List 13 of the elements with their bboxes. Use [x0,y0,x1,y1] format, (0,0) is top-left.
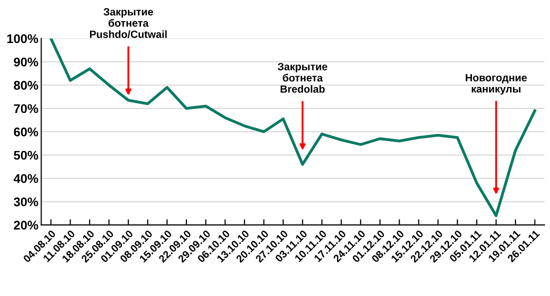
y-tick-label: 100% [7,34,38,44]
y-tick-label: 90% [14,58,38,66]
y-tick-label: 60% [14,128,38,136]
y-tick-label: 50% [14,150,38,160]
annotation: Закрытие ботнета Bredolab [278,62,328,93]
line-series [50,38,536,218]
annotation: Новогодние каникулы [466,74,527,95]
y-tick-label: 30% [14,197,38,206]
y-tick-label: 80% [14,80,38,90]
y-tick-label: 20% [14,220,38,230]
annotation: Закрытие ботнета Pushdo/Cutwail [90,8,167,38]
y-tick-label: 40% [14,174,38,183]
y-tick-label: 70% [14,104,38,114]
